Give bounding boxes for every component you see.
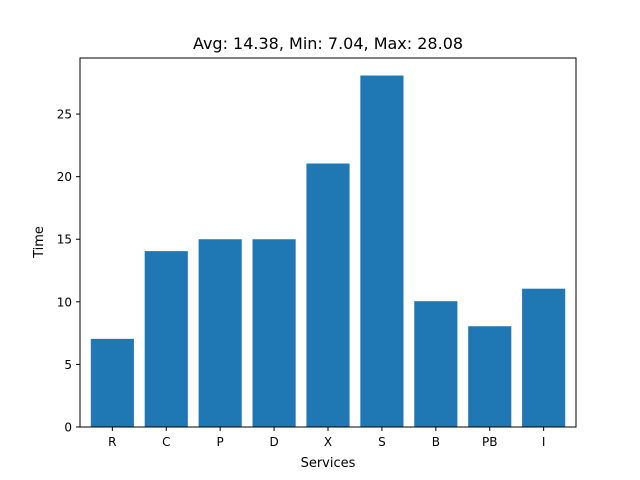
y-tick-label: 10 [57,295,72,309]
x-tick-label: R [108,435,116,449]
x-tick-label: D [269,435,278,449]
bar-p [198,239,242,427]
x-tick-label: P [217,435,224,449]
x-tick-label: PB [482,435,497,449]
x-tick-label: B [432,435,440,449]
x-tick-label: C [162,435,170,449]
bar-d [252,239,296,427]
x-axis-label: Services [301,456,356,471]
bar-s [360,75,404,427]
x-axis-ticks: R C P D X S B PB I [108,427,545,449]
y-tick-label: 20 [57,170,72,184]
plot-frame [79,57,577,428]
bar-r [90,338,134,427]
chart-title: Avg: 14.38, Min: 7.04, Max: 28.08 [193,34,463,53]
bar-b [414,301,458,427]
y-axis-label: Time [32,226,47,259]
y-tick-label: 0 [64,421,72,435]
bar-pb [468,326,512,427]
bars-group [90,75,566,427]
x-tick-label: S [378,435,386,449]
bar-c [144,251,188,427]
bar-x [306,163,350,427]
bar-i [522,288,566,427]
x-tick-label: I [542,435,546,449]
y-tick-label: 25 [57,108,72,122]
y-tick-label: 15 [57,233,72,247]
y-tick-label: 5 [64,358,72,372]
y-axis-ticks: 0 5 10 15 20 25 [57,108,80,435]
x-tick-label: X [324,435,332,449]
